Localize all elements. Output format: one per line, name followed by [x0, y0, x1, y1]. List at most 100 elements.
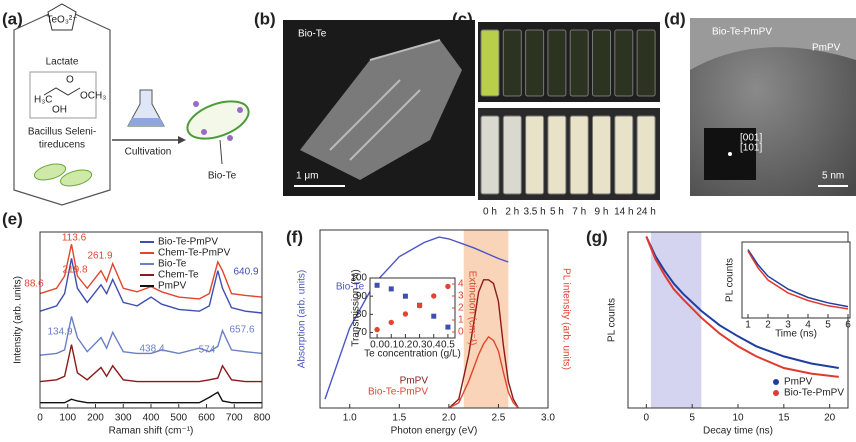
- legend-label: PmPV: [784, 377, 813, 388]
- series-line: [448, 335, 519, 409]
- y2-tick-label: 0: [458, 327, 464, 338]
- legend-label: Bio-Te: [158, 259, 187, 270]
- time-label: 24 h: [636, 207, 655, 218]
- x-axis-label: Time (ns): [775, 329, 817, 340]
- vial: [592, 29, 611, 97]
- x-tick-label: 0: [644, 413, 650, 424]
- flask-liquid: [128, 118, 164, 126]
- cultivation-label: Cultivation: [125, 147, 172, 158]
- vial: [480, 115, 500, 195]
- particle: [227, 135, 233, 141]
- panel-label: (f): [286, 227, 303, 246]
- structure-atom: OCH₃: [80, 91, 106, 102]
- point: [445, 283, 451, 290]
- tem-label: Bio-Te-PmPV: [712, 27, 772, 38]
- annotation: 261.9: [87, 251, 112, 262]
- series-label: PmPV: [400, 376, 429, 387]
- x-tick-label: 500: [170, 413, 187, 424]
- legend-marker: [773, 390, 779, 396]
- annotation: 134.9: [47, 327, 72, 338]
- legend-label: Bio-Te-PmPV: [158, 237, 218, 248]
- series-line: [747, 250, 849, 310]
- tem-shell: [690, 18, 856, 70]
- point: [388, 286, 394, 292]
- point: [402, 293, 408, 299]
- y-tick-label: 80: [356, 309, 368, 320]
- x-tick-label: 0.2: [398, 340, 412, 351]
- bacterium: [59, 169, 93, 187]
- y-axis-label: Absorption (arb. units): [297, 270, 308, 368]
- x-tick-label: 4: [805, 320, 811, 331]
- series-label: Bio-Te-PmPV: [368, 387, 428, 398]
- particle: [193, 101, 199, 107]
- point: [388, 319, 394, 326]
- y-axis-label: Transmission (%): [351, 269, 362, 346]
- point: [402, 311, 409, 317]
- product-label: Bio-Te: [208, 171, 237, 182]
- pointer: [219, 139, 223, 165]
- series-line: [747, 249, 849, 308]
- sem-label: Bio-Te: [298, 29, 327, 40]
- x-tick-label: 300: [115, 413, 132, 424]
- x-tick-label: 5: [689, 413, 695, 424]
- x-tick-label: 100: [59, 413, 76, 424]
- y2-axis-label: PL intensity (arb. units): [560, 268, 571, 370]
- series-line: [40, 391, 262, 404]
- legend-label: Chem-Te-PmPV: [158, 248, 231, 259]
- x-tick-label: 0.4: [427, 340, 441, 351]
- plane-label: [001]: [740, 133, 762, 144]
- point: [374, 326, 380, 333]
- plot-frame: [741, 241, 851, 319]
- x-tick-label: 800: [254, 413, 271, 424]
- vial: [592, 115, 611, 195]
- x-tick-label: 1: [745, 320, 751, 331]
- crystal: [300, 40, 462, 180]
- time-label: 7 h: [572, 207, 586, 218]
- point: [445, 324, 451, 330]
- point: [374, 282, 380, 288]
- arrow-head: [178, 136, 186, 144]
- point: [431, 313, 437, 319]
- x-tick-label: 10: [732, 413, 744, 424]
- x-tick-label: 200: [87, 413, 104, 424]
- y-tick-label: 90: [356, 291, 368, 302]
- ion-icon: [47, 3, 77, 31]
- panel-label: (d): [664, 9, 686, 28]
- annotation: 219.8: [62, 265, 87, 276]
- series-line: [39, 344, 262, 383]
- x-tick-label: 0.0: [370, 340, 384, 351]
- structure-bonds: [43, 87, 81, 96]
- y2-axis-label: Extinction (cm⁻¹): [466, 271, 477, 346]
- series-line: [39, 244, 263, 300]
- series-label: Bio-Te: [336, 282, 365, 293]
- time-label: 0 h: [483, 207, 497, 218]
- plot-area: [742, 242, 850, 318]
- x-tick-label: 0.1: [384, 340, 398, 351]
- annotation: 574: [199, 345, 216, 356]
- vial: [636, 115, 656, 195]
- scale-label: 5 nm: [822, 171, 844, 182]
- structure-atom: H₃C: [34, 95, 53, 106]
- vial: [614, 29, 634, 97]
- x-tick-label: 20: [824, 413, 836, 424]
- bacterium: [33, 163, 67, 181]
- x-tick-label: 5: [825, 320, 831, 331]
- annotation: 88.6: [24, 279, 44, 290]
- shell-label: PmPV: [812, 43, 841, 54]
- y-axis-label: PL counts: [725, 258, 736, 302]
- ion-label: TeO₃²⁻: [46, 15, 77, 26]
- x-axis-label: Photon energy (eV): [391, 426, 478, 437]
- annotation: 640.9: [233, 267, 258, 278]
- bacteria-label: Bacillus Seleni-: [28, 127, 96, 138]
- panel-label: (e): [2, 209, 23, 228]
- lactate-label: Lactate: [46, 57, 79, 68]
- y2-tick-label: 3: [458, 291, 464, 302]
- x-axis-label: Decay time (ns): [703, 426, 773, 437]
- series-line: [324, 236, 509, 400]
- scale-label: 1 μm: [296, 171, 318, 182]
- plot-frame: [319, 229, 549, 409]
- legend-label: Bio-Te-PmPV: [784, 388, 844, 399]
- fft-spot: [728, 152, 732, 156]
- annotation: 438.4: [139, 344, 164, 355]
